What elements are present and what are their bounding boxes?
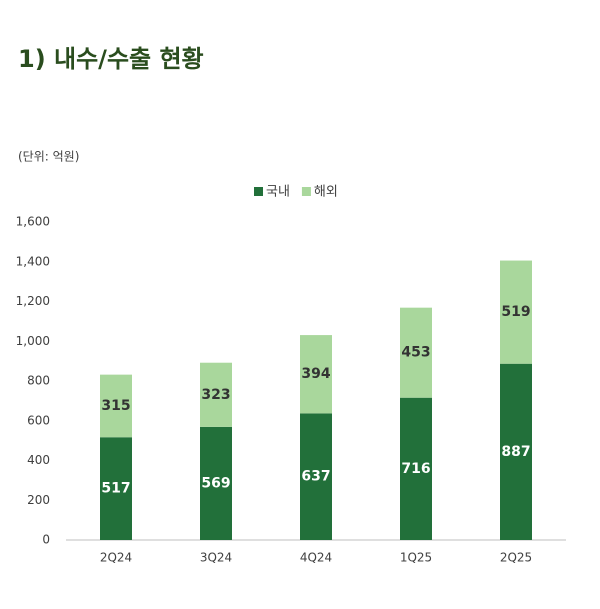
bar-segment (500, 260, 532, 364)
x-tick-label: 2Q24 (100, 551, 132, 565)
y-tick-label: 0 (42, 533, 50, 547)
data-label: 517 (101, 481, 130, 497)
bar-segment (300, 413, 332, 540)
data-label: 637 (301, 469, 330, 485)
y-tick-label: 200 (27, 493, 50, 507)
y-tick-label: 1,400 (16, 254, 50, 268)
bar-segment (400, 307, 432, 398)
bar-segment (300, 335, 332, 414)
bar-segment (100, 437, 132, 540)
y-tick-label: 1,000 (16, 334, 50, 348)
chart-title: 1) 내수/수출 현황 (18, 45, 204, 73)
bar-segment (500, 363, 532, 540)
x-tick-label: 3Q24 (200, 551, 232, 565)
data-label: 569 (201, 475, 230, 491)
bar-segment (400, 397, 432, 540)
legend-swatch (301, 187, 311, 196)
legend-label: 국내 (266, 185, 290, 200)
data-label: 323 (201, 387, 230, 403)
data-label: 315 (101, 398, 130, 414)
bar-segment (200, 362, 232, 427)
x-tick-label: 2Q25 (500, 551, 532, 565)
y-tick-label: 1,200 (16, 294, 50, 308)
y-tick-label: 800 (27, 374, 50, 388)
legend-swatch (254, 187, 263, 196)
bar-segment (200, 426, 232, 540)
data-label: 394 (301, 366, 330, 382)
x-tick-label: 1Q25 (400, 551, 432, 565)
data-label: 887 (501, 444, 530, 460)
data-label: 519 (501, 304, 530, 320)
data-label: 453 (401, 345, 430, 361)
bar-segment (100, 374, 132, 438)
y-tick-label: 400 (27, 453, 50, 467)
data-label: 716 (401, 461, 430, 477)
unit-label: (단위: 억원) (18, 150, 79, 164)
x-tick-label: 4Q24 (300, 551, 332, 565)
y-tick-label: 1,600 (16, 215, 50, 229)
y-tick-label: 600 (27, 413, 50, 427)
legend-label: 해외 (314, 185, 338, 200)
